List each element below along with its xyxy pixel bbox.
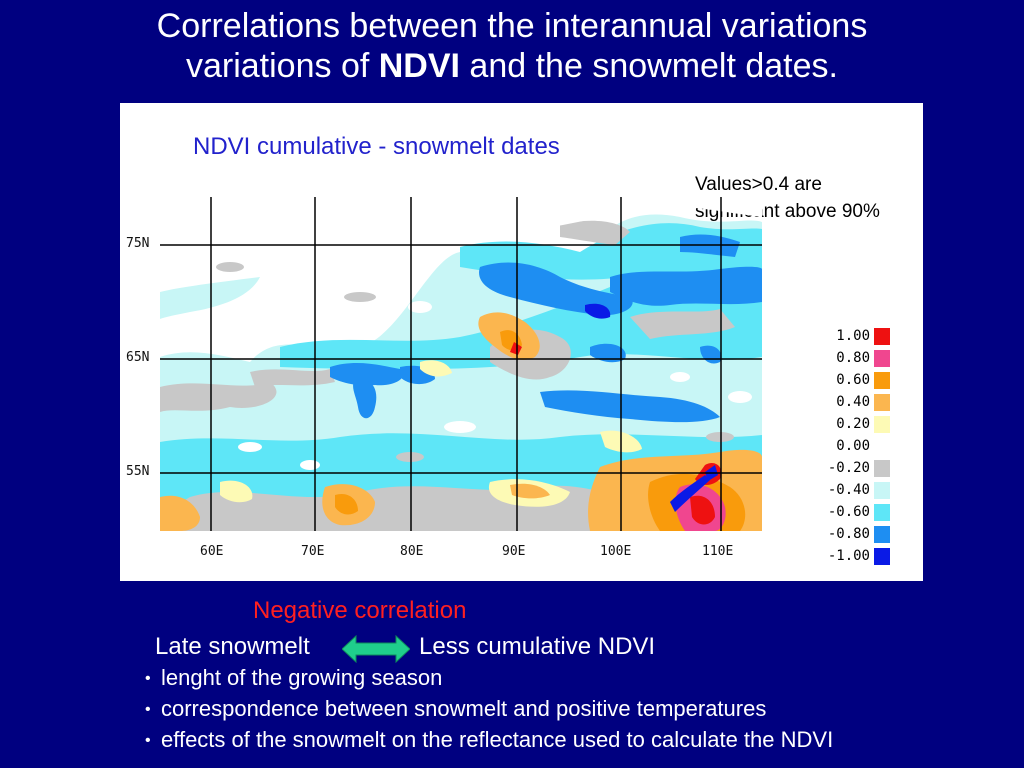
correlation-map-image [160, 197, 762, 531]
map-panel: NDVI cumulative - snowmelt dates Values>… [120, 103, 923, 581]
legend-value: -0.20 [827, 460, 870, 476]
bullet-dot-icon: • [145, 701, 151, 718]
note-line-1: Values>0.4 are [695, 174, 822, 195]
y-label-65n: 65N [126, 350, 150, 365]
list-item: • effects of the snowmelt on the reflecta… [145, 727, 833, 753]
legend-value: 0.60 [836, 372, 870, 388]
x-label-60e: 60E [200, 544, 224, 559]
title-line-1: Correlations between the interannual var… [156, 7, 868, 45]
legend-swatch [874, 460, 890, 477]
x-label-90e: 90E [502, 544, 526, 559]
legend-item: -0.80 [820, 523, 910, 545]
legend-swatch [874, 372, 890, 389]
late-snowmelt-label: Late snowmelt [155, 633, 310, 660]
legend-item: -0.20 [820, 457, 910, 479]
bullet-dot-icon: • [145, 670, 151, 687]
y-label-75n: 75N [126, 236, 150, 251]
less-ndvi-label: Less cumulative NDVI [419, 633, 656, 660]
legend-item: 0.40 [820, 391, 910, 413]
legend-swatch [874, 416, 890, 433]
bullet-text: effects of the snowmelt on the reflectan… [161, 727, 834, 752]
title-line-2: variations of NDVI and the snowmelt date… [0, 46, 1024, 86]
legend-swatch [874, 504, 890, 521]
legend-item: 0.60 [820, 369, 910, 391]
legend-item: -1.00 [820, 545, 910, 567]
legend-swatch [874, 548, 890, 565]
legend-swatch [874, 328, 890, 345]
map-title: NDVI cumulative - snowmelt dates [193, 133, 560, 160]
legend-item: 0.80 [820, 347, 910, 369]
slide-title: Correlations between the interannual var… [0, 6, 1024, 86]
legend-item: -0.40 [820, 479, 910, 501]
legend-swatch [874, 526, 890, 543]
legend-item: -0.60 [820, 501, 910, 523]
x-label-100e: 100E [600, 544, 632, 559]
bullet-text: lenght of the growing season [161, 665, 443, 690]
legend-value: 0.20 [836, 416, 870, 432]
list-item: • lenght of the growing season [145, 665, 442, 691]
correlation-map [160, 197, 765, 542]
bullet-dot-icon: • [145, 732, 151, 749]
legend-swatch [874, 438, 890, 455]
legend-value: -0.60 [827, 504, 870, 520]
x-label-80e: 80E [400, 544, 424, 559]
legend-value: 0.80 [836, 350, 870, 366]
legend-item: 1.00 [820, 325, 910, 347]
y-label-55n: 55N [126, 464, 150, 479]
x-label-110e: 110E [702, 544, 734, 559]
title-suffix: and the snowmelt dates. [459, 47, 838, 85]
bullet-text: correspondence between snowmelt and posi… [161, 696, 767, 721]
legend-swatch [874, 394, 890, 411]
title-bold: NDVI [378, 47, 460, 85]
title-prefix: variations of [185, 47, 379, 85]
legend-value: -0.80 [827, 526, 870, 542]
legend-swatch [874, 482, 890, 499]
legend-value: 1.00 [836, 328, 870, 344]
legend-value: 0.40 [836, 394, 870, 410]
double-arrow-icon [342, 635, 410, 663]
legend-swatch [874, 350, 890, 367]
x-label-70e: 70E [301, 544, 325, 559]
negative-correlation-heading: Negative correlation [253, 597, 467, 624]
legend-value: 0.00 [836, 438, 870, 454]
legend-value: -0.40 [827, 482, 870, 498]
legend-item: 0.00 [820, 435, 910, 457]
list-item: • correspondence between snowmelt and pos… [145, 696, 766, 722]
legend-value: -1.00 [827, 548, 870, 564]
legend-item: 0.20 [820, 413, 910, 435]
